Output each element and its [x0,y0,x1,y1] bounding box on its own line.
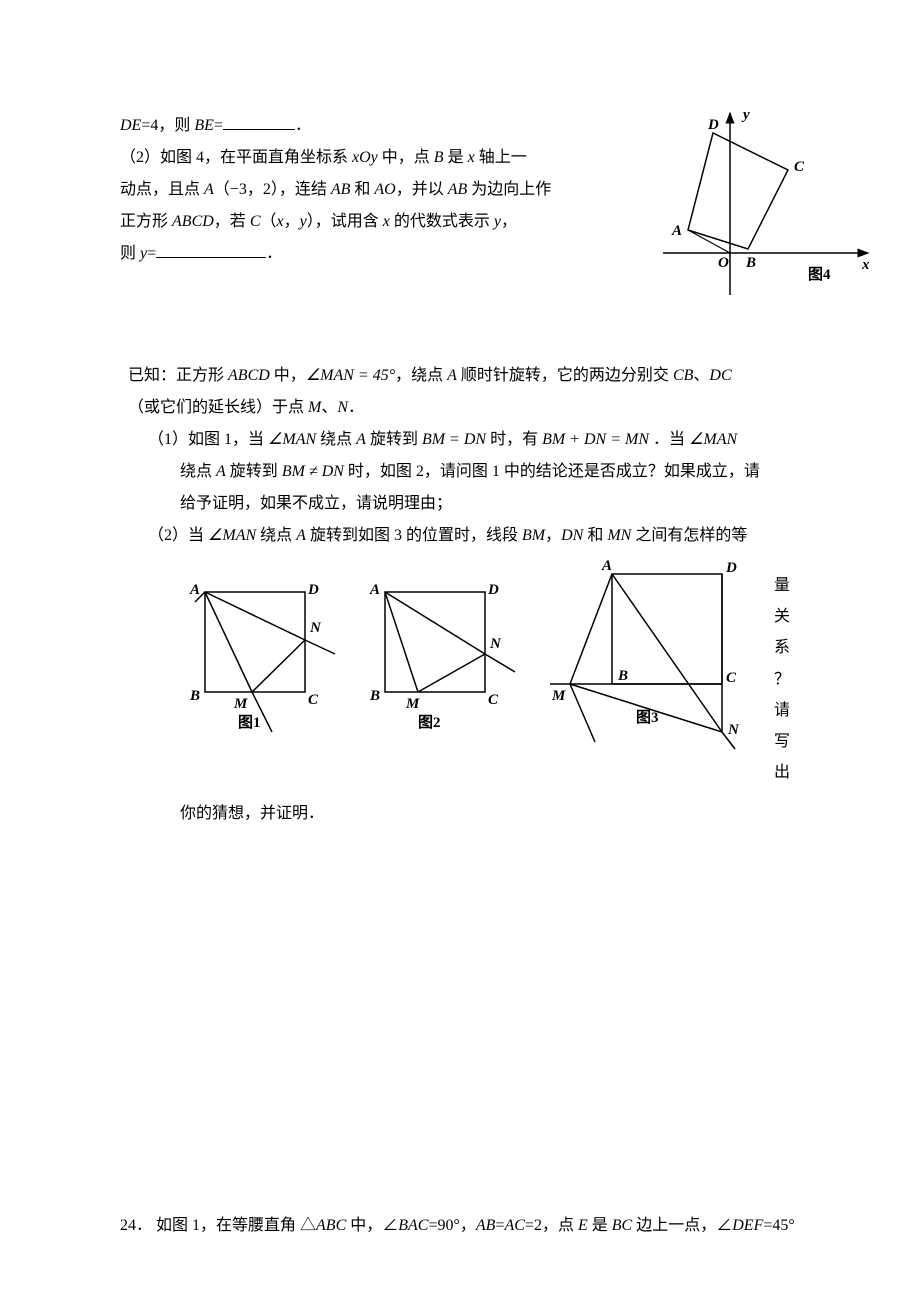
mid-trail: 你的猜想，并证明． [120,798,800,830]
svg-text:C: C [726,670,737,686]
svg-text:图4: 图4 [808,266,831,283]
blank-y [156,241,266,258]
svg-text:C: C [308,692,319,708]
figure-3: A D B C M N 图3 [540,554,760,764]
svg-text:C: C [794,159,805,175]
top-paragraph: DE=4，则 BE=． （2）如图 4，在平面直角坐标系 xOy 中，点 B 是… [120,110,620,270]
txt: DE [120,117,141,134]
svg-text:D: D [707,117,719,133]
svg-text:D: D [307,582,319,598]
blank-be [223,113,295,130]
svg-text:A: A [601,558,612,574]
mid-q2: （2）当 ∠MAN 绕点 A 旋转到如图 3 的位置时，线段 BM，DN 和 M… [120,520,800,552]
svg-text:M: M [405,696,420,712]
mid-q1-b: 绕点 A 旋转到 BM ≠ DN 时，如图 2，请问图 1 中的结论还是否成立？… [120,456,800,488]
mid-paragraph: 已知：正方形 ABCD 中，∠MAN = 45°，绕点 A 顺时针旋转，它的两边… [120,360,800,552]
figure-4: y x O A B C D 图4 [658,105,878,305]
svg-text:图2: 图2 [418,714,441,731]
top-line5: 则 y=． [120,238,620,270]
svg-text:图1: 图1 [238,714,261,731]
top-line1: DE=4，则 BE=． [120,110,620,142]
svg-text:图3: 图3 [636,709,659,726]
mid-l2: （或它们的延长线）于点 M、N． [120,392,800,424]
mid-l1: 已知：正方形 ABCD 中，∠MAN = 45°，绕点 A 顺时针旋转，它的两边… [120,360,800,392]
figure-2: A D B C M N 图2 [360,572,520,742]
svg-text:B: B [189,688,200,704]
svg-text:C: C [488,692,499,708]
top-line3: 动点，且点 A（−3，2），连结 AB 和 AO，并以 AB 为边向上作 [120,174,620,206]
svg-text:B: B [745,255,756,271]
mid-q1-c: 给予证明，如果不成立，请说明理由； [120,488,800,520]
mid-q1-a: （1）如图 1，当 ∠MAN 绕点 A 旋转到 BM = DN 时，有 BM +… [120,424,800,456]
svg-text:A: A [189,582,200,598]
svg-text:x: x [861,257,870,273]
top-line2: （2）如图 4，在平面直角坐标系 xOy 中，点 B 是 x 轴上一 [120,142,620,174]
svg-text:M: M [551,688,566,704]
svg-text:M: M [233,696,248,712]
svg-text:N: N [309,620,322,636]
svg-text:N: N [727,722,740,738]
svg-text:y: y [741,107,750,123]
svg-text:O: O [718,255,729,271]
vertical-trail: 量 关 系 ？ 请 写 出 [772,570,792,788]
svg-text:B: B [369,688,380,704]
svg-text:A: A [671,223,682,239]
figure-1: A D B C M N 图1 [180,572,340,742]
svg-text:B: B [617,668,628,684]
svg-text:A: A [369,582,380,598]
top-line4: 正方形 ABCD，若 C（x，y），试用含 x 的代数式表示 y， [120,206,620,238]
figures-row: A D B C M N 图1 A D B C M N 图2 [180,572,800,802]
svg-text:N: N [489,636,502,652]
svg-text:D: D [487,582,499,598]
problem-24: 24． 如图 1，在等腰直角 △ABC 中，∠BAC=90°，AB=AC=2，点… [120,1210,800,1242]
svg-text:D: D [725,560,737,576]
